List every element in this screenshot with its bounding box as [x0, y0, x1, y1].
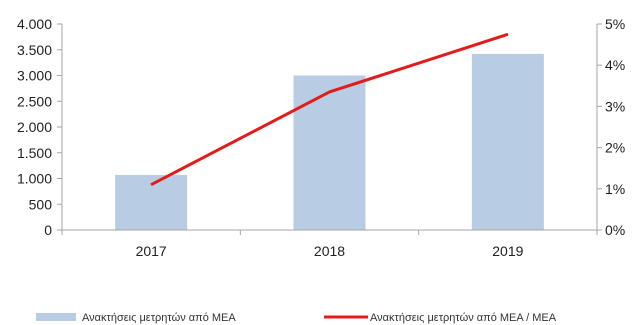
x-tick-label: 2019: [492, 243, 523, 259]
left-tick-label: 2.000: [17, 119, 52, 135]
x-tick-label: 2017: [136, 243, 167, 259]
left-tick-label: 3.500: [17, 42, 52, 58]
right-tick-label: 2%: [605, 140, 625, 156]
bar: [293, 75, 366, 230]
right-tick-label: 4%: [605, 57, 625, 73]
bar: [471, 53, 544, 231]
left-tick-label: 4.000: [17, 16, 52, 32]
line-series: [150, 32, 509, 187]
legend-item-line: Ανακτήσεις μετρητών από ΜΕΑ / ΜΕΑ: [324, 312, 557, 324]
left-tick-label: 1.500: [17, 145, 52, 161]
left-tick-label: 3.000: [17, 68, 52, 84]
bar-series: [115, 53, 544, 231]
right-tick-label: 1%: [605, 181, 625, 197]
x-axis-ticks: 2017 2018 2019: [61, 230, 598, 259]
right-axis-ticks: 0% 1% 2% 3% 4% 5%: [597, 16, 625, 238]
legend-line-label: Ανακτήσεις μετρητών από ΜΕΑ / ΜΕΑ: [370, 312, 557, 324]
line-point: [150, 184, 152, 186]
left-tick-label: 2.500: [17, 93, 52, 109]
right-tick-label: 0%: [605, 222, 625, 238]
right-tick-label: 3%: [605, 98, 625, 114]
left-tick-label: 0: [44, 222, 52, 238]
x-tick-label: 2018: [314, 243, 345, 259]
left-axis-ticks: 0 500 1.000 1.500 2.000 2.500 3.000 3.500 4.000: [17, 16, 62, 238]
legend-item-bars: Ανακτήσεις μετρητών από ΜΕΑ: [36, 312, 236, 324]
left-tick-label: 1.000: [17, 171, 52, 187]
left-tick-label: 500: [29, 196, 53, 212]
right-tick-label: 5%: [605, 16, 625, 32]
line-point: [329, 91, 330, 93]
legend: Ανακτήσεις μετρητών από ΜΕΑ Ανακτήσεις μ…: [36, 312, 557, 324]
line-point: [507, 33, 509, 35]
legend-bar-label: Ανακτήσεις μετρητών από ΜΕΑ: [82, 312, 236, 324]
legend-bar-swatch: [36, 313, 76, 321]
